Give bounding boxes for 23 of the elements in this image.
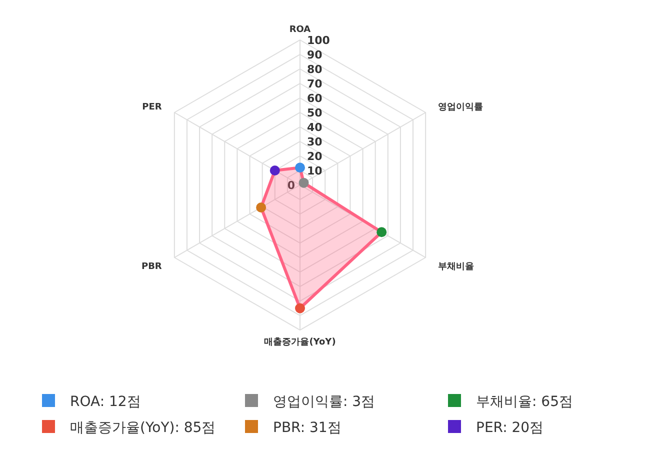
spoke-label: 매출증가율(YoY)	[264, 336, 336, 348]
spoke-label: ROA	[289, 25, 311, 36]
text: 부채비율: 65점	[476, 394, 573, 410]
text: PBR: 31점	[273, 420, 342, 436]
spoke-label: PER	[142, 102, 162, 112]
y-tick-label: 80	[307, 63, 323, 76]
y-tick-label: 0	[287, 179, 296, 192]
text: 영업이익률: 3점	[273, 394, 376, 410]
spoke-label: 영업이익률	[438, 102, 484, 112]
y-tick-label: 50	[307, 106, 323, 120]
text: ROA: 12점	[70, 394, 141, 410]
y-tick-label: 30	[307, 136, 323, 148]
y-tick-label: 90	[307, 48, 323, 62]
y-tick-label: 10	[307, 164, 323, 178]
y-tick-label: 20	[307, 150, 323, 163]
text: PER: 20점	[476, 420, 544, 436]
spoke-label: 부채비율	[438, 262, 474, 272]
text: 매출증가율(YoY): 85점	[70, 420, 216, 436]
spoke-label: PBR	[141, 262, 162, 272]
y-tick-label: 100	[307, 34, 330, 47]
y-tick-label: 60	[307, 92, 323, 105]
y-tick-label: 40	[307, 121, 323, 134]
y-tick-label: 70	[307, 78, 323, 90]
